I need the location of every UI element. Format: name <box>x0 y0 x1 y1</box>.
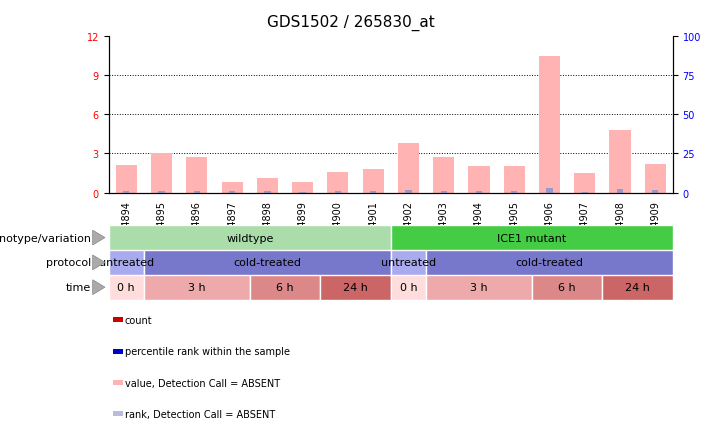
Text: 6 h: 6 h <box>558 283 576 293</box>
Text: ICE1 mutant: ICE1 mutant <box>497 233 566 243</box>
Text: 3 h: 3 h <box>470 283 488 293</box>
Bar <box>257 179 278 193</box>
Bar <box>391 250 426 275</box>
Bar <box>335 192 341 193</box>
Bar <box>391 226 673 250</box>
Bar <box>113 349 123 354</box>
Bar <box>222 183 243 193</box>
Bar <box>123 191 130 193</box>
Bar <box>158 191 165 193</box>
Text: 3 h: 3 h <box>188 283 205 293</box>
Bar <box>602 275 673 300</box>
Bar <box>503 167 525 193</box>
Bar <box>362 170 383 193</box>
Text: 0 h: 0 h <box>118 283 135 293</box>
Bar <box>109 275 144 300</box>
Polygon shape <box>93 280 105 295</box>
Bar <box>391 275 426 300</box>
Bar <box>292 183 313 193</box>
Bar <box>186 158 207 193</box>
Bar <box>645 164 666 193</box>
Bar <box>398 144 419 193</box>
Text: wildtype: wildtype <box>226 233 273 243</box>
Polygon shape <box>93 255 105 270</box>
Bar <box>532 275 602 300</box>
Text: count: count <box>125 315 152 325</box>
Bar <box>193 192 200 193</box>
Bar <box>582 192 588 193</box>
Text: GDS1502 / 265830_at: GDS1502 / 265830_at <box>266 15 435 31</box>
Text: 6 h: 6 h <box>276 283 294 293</box>
Bar <box>539 56 560 193</box>
Bar <box>144 275 250 300</box>
Text: untreated: untreated <box>381 258 436 268</box>
Bar <box>652 191 658 193</box>
Bar <box>327 172 348 193</box>
Bar <box>405 191 411 193</box>
Bar <box>144 250 391 275</box>
Text: 24 h: 24 h <box>625 283 650 293</box>
Bar <box>426 275 532 300</box>
Bar <box>116 166 137 193</box>
Bar <box>546 188 552 193</box>
Bar <box>264 192 271 193</box>
Bar <box>433 158 454 193</box>
Bar <box>426 250 673 275</box>
Bar <box>320 275 391 300</box>
Text: value, Detection Call = ABSENT: value, Detection Call = ABSENT <box>125 378 280 388</box>
Text: percentile rank within the sample: percentile rank within the sample <box>125 346 290 356</box>
Bar <box>617 190 623 193</box>
Bar <box>299 192 306 193</box>
Text: cold-treated: cold-treated <box>515 258 583 268</box>
Text: time: time <box>66 283 91 293</box>
Bar <box>574 174 595 193</box>
Bar <box>476 192 482 193</box>
Bar <box>151 154 172 193</box>
Bar <box>113 411 123 417</box>
Polygon shape <box>93 230 105 246</box>
Text: rank, Detection Call = ABSENT: rank, Detection Call = ABSENT <box>125 409 275 419</box>
Text: genotype/variation: genotype/variation <box>0 233 91 243</box>
Bar <box>113 317 123 322</box>
Text: cold-treated: cold-treated <box>233 258 301 268</box>
Bar <box>511 192 517 193</box>
Bar <box>468 167 489 193</box>
Bar <box>370 191 376 193</box>
Bar <box>609 131 631 193</box>
Bar <box>109 250 144 275</box>
Bar <box>440 192 447 193</box>
Text: protocol: protocol <box>46 258 91 268</box>
Bar <box>109 226 391 250</box>
Text: 0 h: 0 h <box>400 283 417 293</box>
Bar <box>250 275 320 300</box>
Text: untreated: untreated <box>99 258 154 268</box>
Bar <box>229 192 236 193</box>
Text: 24 h: 24 h <box>343 283 368 293</box>
Bar <box>113 380 123 385</box>
